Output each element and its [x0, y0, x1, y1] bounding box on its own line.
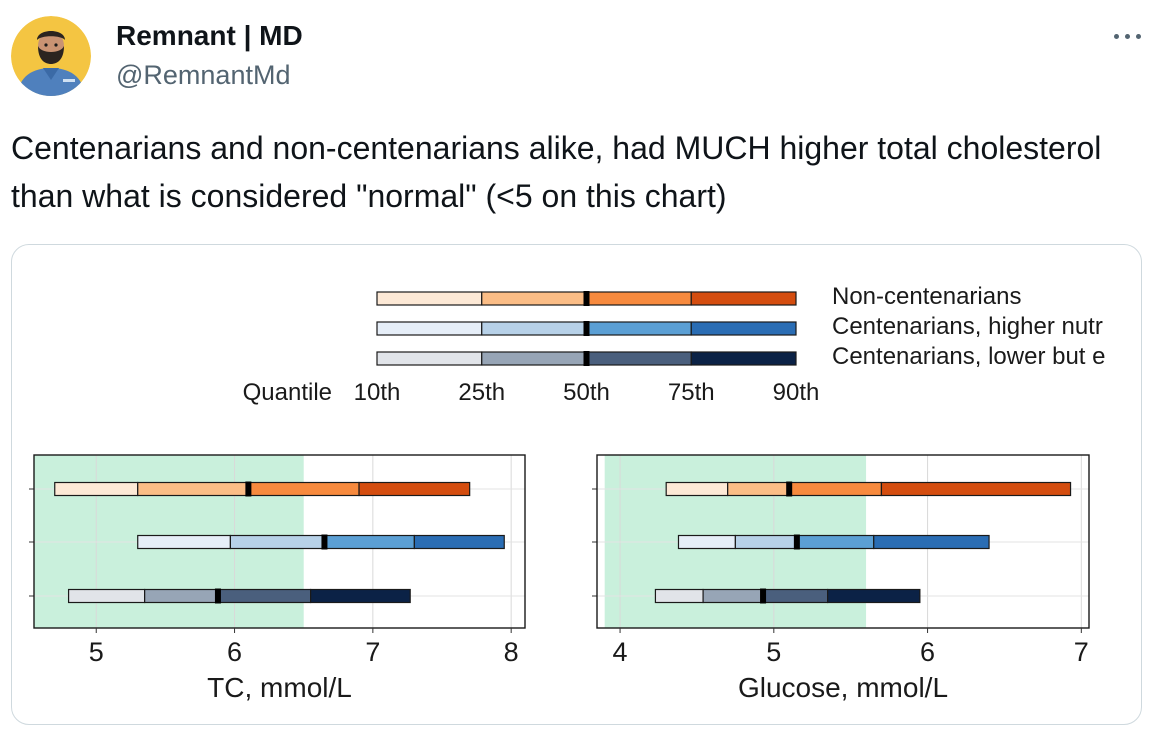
quantile-bar-segment	[880, 481, 1072, 497]
quantile-bar-segment	[702, 588, 764, 604]
x-axis-label: TC, mmol/L	[207, 672, 352, 703]
legend-median-marker	[583, 321, 590, 336]
quantile-bar-segment	[873, 534, 990, 550]
x-tick-label: 5	[766, 637, 781, 667]
x-axis-label: Glucose, mmol/L	[738, 672, 948, 703]
legend-swatch	[376, 321, 483, 336]
legend-quantile-label: 10th	[354, 379, 401, 406]
legend-label: Centenarians, lower but e	[832, 343, 1106, 370]
legend-quantile-label: 90th	[773, 379, 820, 406]
x-tick-label: 8	[504, 637, 519, 667]
legend-quantile-label: 50th	[563, 379, 610, 406]
legend-median-marker	[583, 351, 590, 366]
x-tick-label: 6	[227, 637, 242, 667]
quantile-bar-segment	[827, 588, 921, 604]
more-options-icon[interactable]	[1108, 22, 1148, 50]
legend-swatch	[690, 321, 797, 336]
quantile-bar-segment	[413, 534, 505, 550]
median-marker	[321, 534, 328, 550]
legend-median-marker	[583, 291, 590, 306]
median-marker	[245, 481, 252, 497]
quantile-bar-segment	[137, 534, 231, 550]
quantile-bar-segment	[727, 481, 790, 497]
median-marker	[214, 588, 221, 604]
tweet-text: Centenarians and non-centenarians alike,…	[11, 130, 1102, 214]
legend-label: Non-centenarians	[832, 283, 1021, 310]
x-tick-label: 7	[1074, 637, 1089, 667]
legend-swatch	[585, 351, 692, 366]
legend-quantile-label: 75th	[668, 379, 715, 406]
legend-swatch	[376, 351, 483, 366]
x-tick-label: 6	[920, 637, 935, 667]
author-handle[interactable]: @RemnantMd	[116, 60, 291, 90]
x-tick-label: 7	[365, 637, 380, 667]
legend-swatch	[690, 351, 797, 366]
legend-quantile-label: 25th	[458, 379, 505, 406]
quantile-bar-segment	[762, 588, 829, 604]
quantile-bar-segment	[67, 588, 146, 604]
quantile-bar-segment	[310, 588, 411, 604]
legend-swatch	[376, 291, 483, 306]
legend-swatch	[481, 291, 588, 306]
quantile-bar-segment	[144, 588, 219, 604]
legend-swatch	[481, 351, 588, 366]
quantile-bar-segment	[358, 481, 471, 497]
legend-swatch	[585, 291, 692, 306]
quantile-bar-segment	[654, 588, 704, 604]
x-tick-label: 5	[89, 637, 104, 667]
quantile-bar-segment	[734, 534, 798, 550]
quantile-bar-segment	[796, 534, 875, 550]
quantile-bar-segment	[229, 534, 326, 550]
panel-frame	[596, 454, 1090, 629]
quantile-bar-segment	[788, 481, 883, 497]
author-avatar[interactable]	[11, 16, 91, 96]
quantile-bar-segment	[54, 481, 139, 497]
quantile-bar-segment	[217, 588, 312, 604]
author-name[interactable]: Remnant | MD	[116, 20, 303, 51]
chart-panel	[592, 454, 1090, 633]
legend-swatch	[481, 321, 588, 336]
median-marker	[793, 534, 800, 550]
quantile-bar-segment	[247, 481, 360, 497]
quantile-bar-segment	[665, 481, 729, 497]
chart-panel	[29, 454, 526, 633]
median-marker	[786, 481, 793, 497]
panel-frame	[33, 454, 526, 629]
legend-swatch	[690, 291, 797, 306]
legend-swatch	[585, 321, 692, 336]
quantile-bar-segment	[323, 534, 415, 550]
x-tick-label: 4	[613, 637, 628, 667]
legend-label: Centenarians, higher nutr	[832, 313, 1103, 340]
quantile-bar-segment	[677, 534, 736, 550]
median-marker	[760, 588, 767, 604]
quantile-chart: Non-centenarians Centenarians, higher nut…	[29, 283, 1106, 703]
doctor-avatar-icon	[11, 16, 91, 96]
quantile-bar-segment	[137, 481, 249, 497]
legend-title: Quantile	[243, 379, 332, 406]
tweet-media-chart[interactable]: Non-centenarians Centenarians, higher nut…	[11, 244, 1142, 725]
